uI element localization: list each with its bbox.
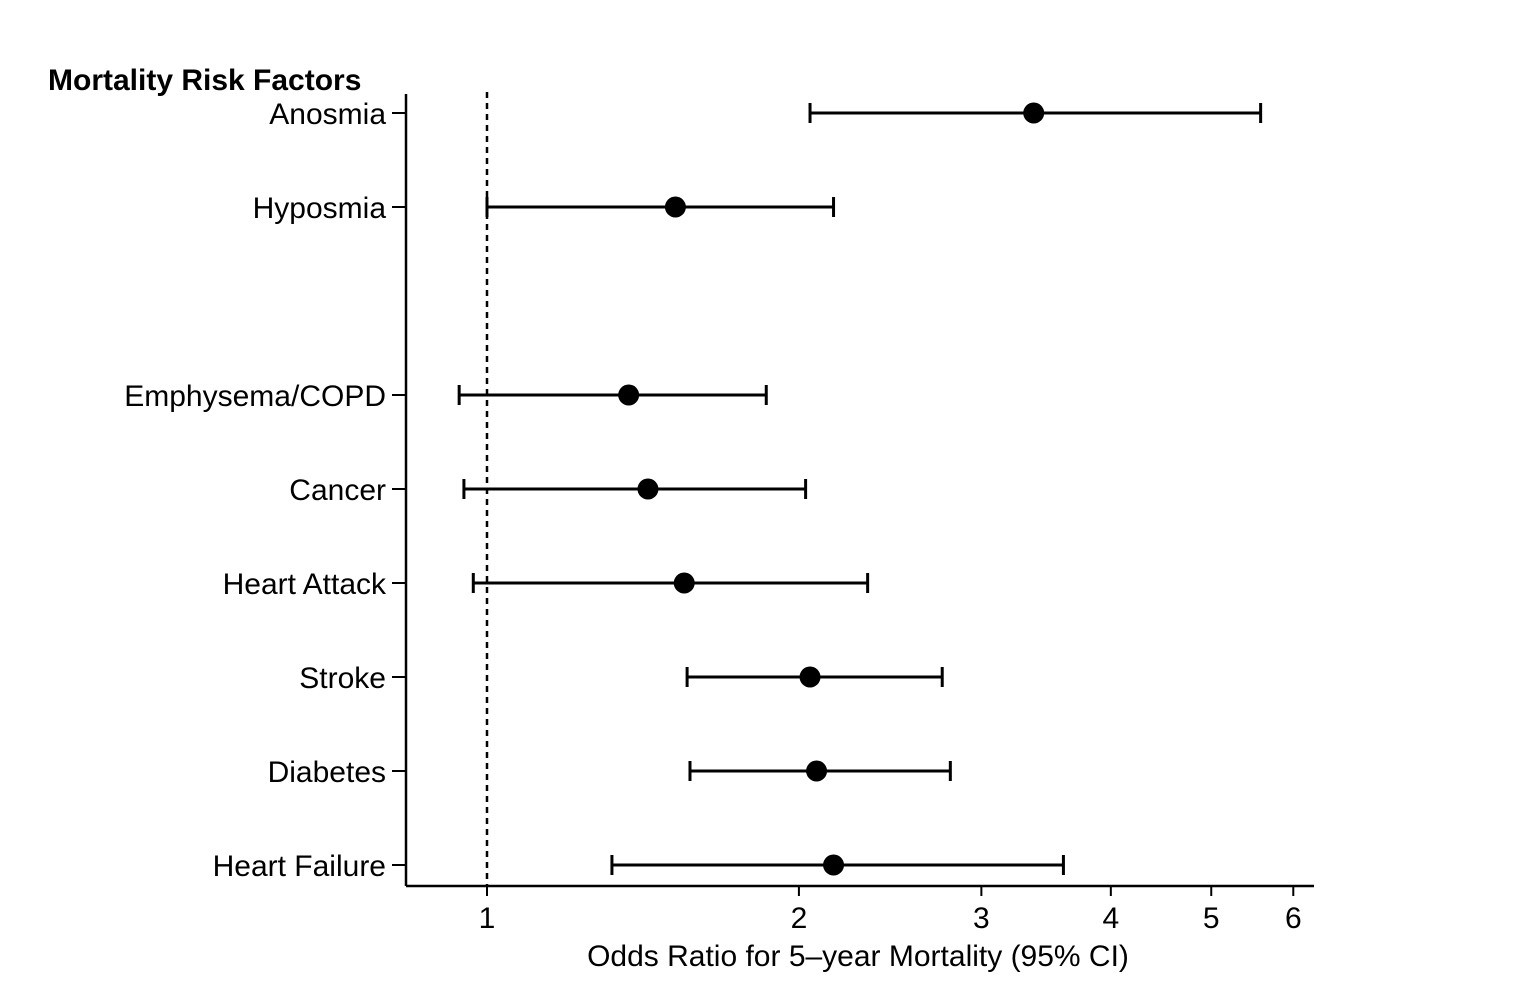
forest-row: Stroke <box>299 662 944 695</box>
forest-row: Anosmia <box>269 98 1263 131</box>
odds-ratio-point <box>618 384 640 406</box>
odds-ratio-point <box>799 666 821 688</box>
x-tick-label: 5 <box>1203 902 1220 935</box>
category-label: Cancer <box>289 474 386 507</box>
odds-ratio-point <box>806 760 828 782</box>
category-label: Hyposmia <box>253 192 387 225</box>
odds-ratio-point <box>823 854 845 876</box>
category-label: Stroke <box>299 662 386 695</box>
category-label: Anosmia <box>269 98 386 131</box>
x-axis-title: Odds Ratio for 5–year Mortality (95% CI) <box>587 940 1129 973</box>
forest-row: Diabetes <box>268 756 952 789</box>
forest-row: Emphysema/COPD <box>124 380 768 413</box>
forest-row: Hyposmia <box>253 192 836 225</box>
category-label: Emphysema/COPD <box>124 380 386 413</box>
odds-ratio-point <box>664 196 686 218</box>
x-axis-ticks: 1 2 3 4 5 6 <box>479 886 1302 935</box>
x-tick-label: 2 <box>791 902 808 935</box>
x-tick-label: 4 <box>1102 902 1119 935</box>
category-label: Heart Failure <box>213 850 386 883</box>
x-tick-label: 3 <box>973 902 990 935</box>
odds-ratio-point <box>673 572 695 594</box>
forest-row: Cancer <box>289 474 808 507</box>
x-tick-label: 6 <box>1285 902 1302 935</box>
chart-title: Mortality Risk Factors <box>48 64 361 97</box>
category-label: Heart Attack <box>223 568 387 601</box>
category-label: Diabetes <box>268 756 386 789</box>
odds-ratio-point <box>1023 102 1045 124</box>
odds-ratio-point <box>637 478 659 500</box>
forest-row: Heart Failure <box>213 850 1065 883</box>
forest-row: Heart Attack <box>223 568 870 601</box>
forest-rows: Anosmia Hyposmia Emphysema/COPD Cancer Heart… <box>124 98 1263 883</box>
x-tick-label: 1 <box>479 902 496 935</box>
